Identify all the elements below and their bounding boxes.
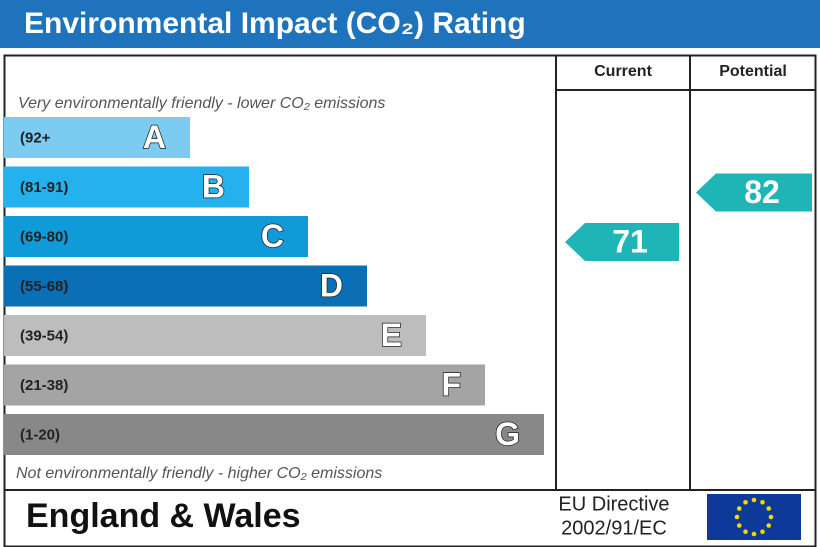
band-bar <box>4 414 544 455</box>
eu-star <box>751 497 757 503</box>
top-note: Very environmentally friendly - lower CO… <box>18 95 385 112</box>
band-letter: E <box>381 317 402 353</box>
bottom-note: Not environmentally friendly - higher CO… <box>16 465 382 482</box>
band-range: (21-38) <box>20 377 68 394</box>
band-range: (92+ <box>20 129 51 146</box>
band-letter: B <box>202 168 225 204</box>
band-range: (1-20) <box>20 426 60 443</box>
directive: EU Directive <box>558 493 669 515</box>
eu-star <box>766 523 772 528</box>
title: Environmental Impact (CO₂) Rating <box>24 7 526 40</box>
rating-arrow <box>565 223 679 261</box>
band-range: (69-80) <box>20 228 68 245</box>
band-bar <box>4 265 367 307</box>
band-range: (39-54) <box>20 327 68 344</box>
rating-arrow <box>696 173 812 212</box>
region: England & Wales <box>26 497 301 535</box>
eu-star <box>743 529 748 535</box>
band-letter: C <box>261 218 284 254</box>
column-header: Current <box>594 63 652 80</box>
eu-star <box>766 506 772 511</box>
eu-star <box>760 529 765 535</box>
eu-star <box>736 506 742 511</box>
eu-star <box>734 514 740 520</box>
eu-star <box>751 531 757 537</box>
rating-value: 82 <box>744 174 780 210</box>
band-bar <box>4 166 249 208</box>
eu-star <box>760 499 765 505</box>
band-letter: A <box>143 119 166 155</box>
band-letter: G <box>495 416 520 452</box>
band-letter: D <box>320 267 343 303</box>
title-bar <box>0 0 820 48</box>
band-bar <box>4 315 426 356</box>
band-bar <box>4 216 308 257</box>
band-bar <box>4 117 190 158</box>
eu-star <box>736 523 742 528</box>
band-bar <box>4 364 485 406</box>
column-header: Potential <box>719 63 787 80</box>
rating-value: 71 <box>612 223 648 259</box>
directive: 2002/91/EC <box>561 517 667 539</box>
eu-star <box>743 499 748 505</box>
band-letter: F <box>441 366 461 402</box>
band-range: (55-68) <box>20 278 68 295</box>
band-range: (81-91) <box>20 179 68 196</box>
eu-star <box>768 514 774 520</box>
